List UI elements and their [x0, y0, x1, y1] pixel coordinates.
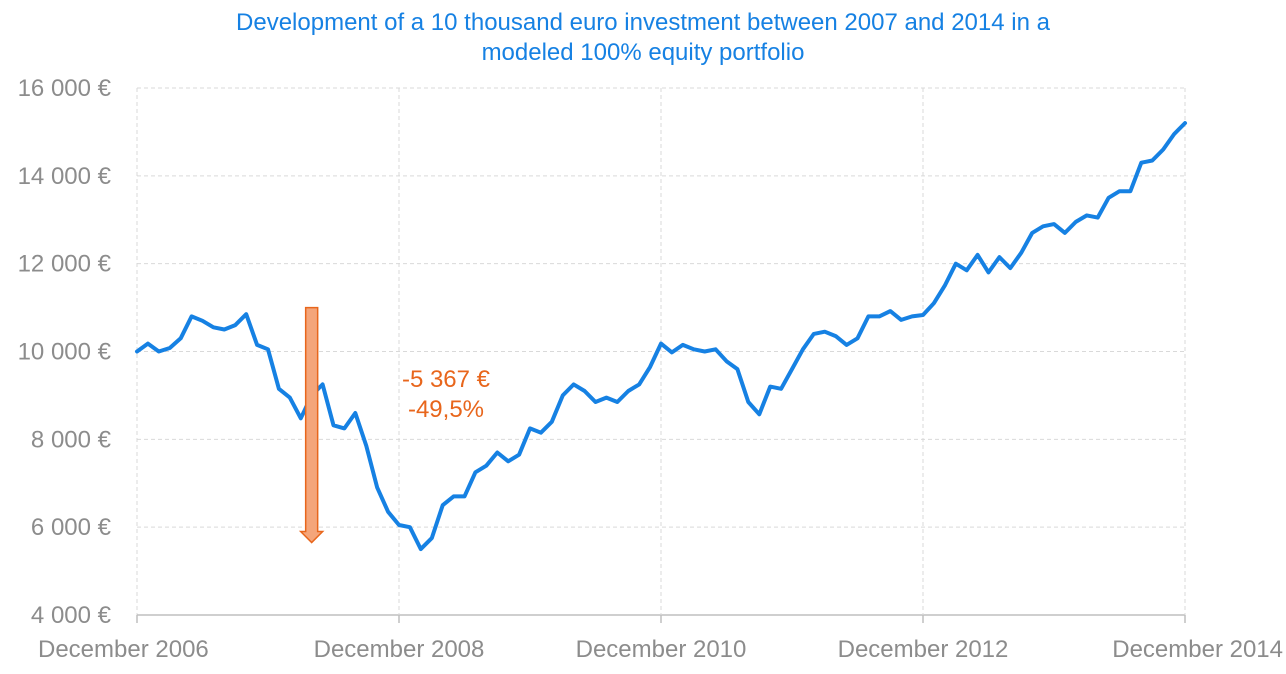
chart-title: Development of a 10 thousand euro invest…	[0, 8, 1286, 68]
chart-title-line-2: modeled 100% equity portfolio	[481, 39, 805, 66]
y-tick-label: 10 000 €	[18, 339, 112, 366]
y-tick-label: 14 000 €	[18, 163, 112, 190]
x-tick-label: December 2006	[38, 636, 209, 663]
y-tick-label: 6 000 €	[31, 514, 112, 541]
drawdown-annotation: -5 367 €	[402, 366, 491, 393]
y-tick-label: 16 000 €	[18, 75, 112, 102]
y-tick-label: 4 000 €	[31, 602, 112, 629]
x-tick-label: December 2008	[314, 636, 485, 663]
drawdown-annotation: -49,5%	[408, 396, 484, 423]
y-tick-label: 8 000 €	[31, 426, 112, 453]
x-tick-label: December 2014	[1112, 636, 1283, 663]
x-tick-label: December 2012	[838, 636, 1009, 663]
drawdown-arrow	[298, 306, 325, 544]
y-tick-label: 12 000 €	[18, 251, 112, 278]
chart-title-line-1: Development of a 10 thousand euro invest…	[236, 9, 1050, 36]
x-tick-label: December 2010	[576, 636, 747, 663]
